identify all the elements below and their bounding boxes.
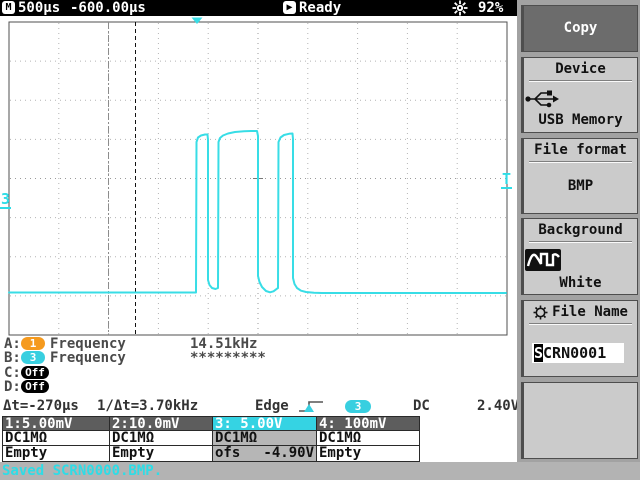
channel1-badge: 1 <box>21 337 45 350</box>
status-left: Empty <box>112 446 155 461</box>
measurement-name: Frequency <box>50 350 126 366</box>
file-name-rest: CRN0001 <box>543 344 607 362</box>
delta-t-value: Δt=-270µs <box>3 398 79 414</box>
divider <box>529 80 632 82</box>
file-name-title: File Name <box>552 304 628 320</box>
file-format-value: BMP <box>567 178 594 194</box>
copy-button[interactable]: Copy <box>521 5 638 52</box>
channel3-scale: 3: 5.00V <box>213 416 317 431</box>
background-title: Background <box>538 222 623 238</box>
file-name-title-row: File Name <box>524 304 637 320</box>
file-name-input[interactable]: SCRN0001 <box>532 343 624 363</box>
channel3-trace <box>8 130 507 294</box>
channel3-coupling: DC1MΩ <box>213 431 317 446</box>
background-button[interactable]: Background White <box>521 218 638 295</box>
measurement-slot-label: A: <box>4 336 21 352</box>
trigger-position-marker[interactable] <box>191 17 203 25</box>
channel1-box[interactable]: 1:5.00mV DC1MΩ Empty <box>2 416 110 462</box>
jog-knob-icon <box>533 305 548 319</box>
channel1-scale: 1:5.00mV <box>2 416 110 431</box>
measurement-value: ********* <box>190 350 266 366</box>
channel4-status: Empty <box>317 446 420 462</box>
channel1-coupling: DC1MΩ <box>2 431 110 446</box>
file-format-title: File format <box>534 142 627 158</box>
trigger-type-label: Edge <box>255 398 289 414</box>
status-left: ofs <box>215 446 241 461</box>
measurement-slot-label: C: <box>4 365 21 381</box>
inverse-delta-t-value: 1/Δt=3.70kHz <box>97 398 199 414</box>
status-message: Saved SCRN0000.BMP. <box>2 463 163 479</box>
channel3-badge: 3 <box>21 351 45 364</box>
status-left: Empty <box>5 446 48 461</box>
measurement-slot-label: B: <box>4 350 21 366</box>
background-value: White <box>559 275 602 291</box>
delay-value: -600.00µs <box>70 0 146 16</box>
channel-settings-table: 1:5.00mV DC1MΩ Empty 2:10.0mV DC1MΩ Empt… <box>2 416 420 462</box>
channel4-scale: 4: 100mV <box>317 416 420 431</box>
status-left: Empty <box>319 446 362 461</box>
run-state-icon: ▶ <box>283 1 296 14</box>
file-name-button[interactable]: File Name SCRN0001 <box>521 300 638 377</box>
channel2-box[interactable]: 2:10.0mV DC1MΩ Empty <box>110 416 213 462</box>
timebase-value: 500µs <box>18 0 61 16</box>
waveform-background-icon <box>525 249 561 271</box>
channel2-scale: 2:10.0mV <box>110 416 213 431</box>
divider <box>529 323 632 325</box>
status-right: -4.90V <box>263 446 314 461</box>
backlight-icon <box>452 0 468 16</box>
soft-menu-sidebar: Copy Device USB Memory File format BMP <box>517 0 640 480</box>
trigger-coupling: DC <box>413 398 430 414</box>
channel2-status: Empty <box>110 446 213 462</box>
measurement-name: Frequency <box>50 336 126 352</box>
bottom-status-bar: Saved SCRN0000.BMP. <box>0 462 640 480</box>
channel3-status: ofs -4.90V <box>213 446 317 462</box>
empty-soft-button[interactable] <box>521 382 638 459</box>
device-button[interactable]: Device USB Memory <box>521 57 638 133</box>
device-value: USB Memory <box>538 112 623 128</box>
channel4-coupling: DC1MΩ <box>317 431 420 446</box>
measurement-slot-label: D: <box>4 379 21 395</box>
off-badge: Off <box>21 366 49 379</box>
usb-icon <box>525 90 559 108</box>
channel4-box[interactable]: 4: 100mV DC1MΩ Empty <box>317 416 420 462</box>
divider <box>529 241 632 243</box>
channel3-position-marker[interactable]: 3 <box>0 190 12 209</box>
trigger-level-value: 2.40V <box>477 398 520 414</box>
main-timebase-icon: M <box>2 1 15 14</box>
trigger-level-marker[interactable]: T <box>501 170 513 189</box>
channel1-status: Empty <box>2 446 110 462</box>
divider <box>529 161 632 163</box>
file-format-button[interactable]: File format BMP <box>521 138 638 214</box>
rising-edge-icon <box>299 401 323 412</box>
top-status-bar: M 500µs -600.00µs ▶ Ready 92% <box>0 0 517 16</box>
device-title: Device <box>555 61 606 77</box>
file-name-cursor-char: S <box>534 344 544 362</box>
channel3-box[interactable]: 3: 5.00V DC1MΩ ofs -4.90V <box>213 416 317 462</box>
measurement-value: 14.51kHz <box>190 336 258 352</box>
trigger-source-badge: 3 <box>345 400 371 413</box>
backlight-percent: 92% <box>478 0 504 16</box>
run-state-label: Ready <box>299 0 342 16</box>
channel2-coupling: DC1MΩ <box>110 431 213 446</box>
off-badge: Off <box>21 380 49 393</box>
